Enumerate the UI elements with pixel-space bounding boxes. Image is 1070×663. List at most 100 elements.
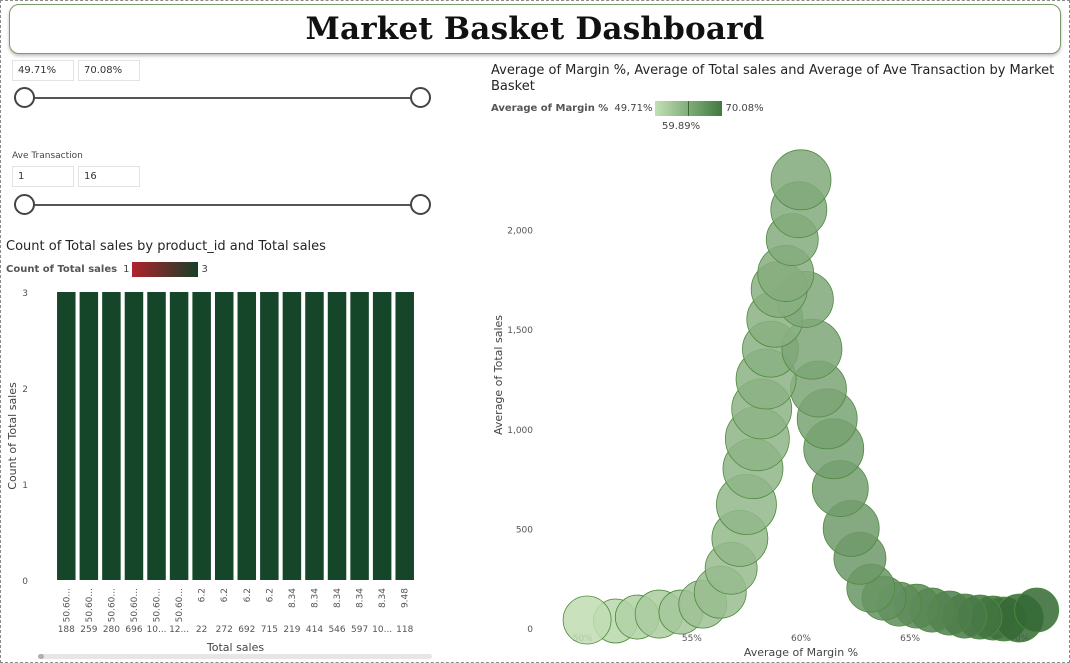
bar-chart-scrollbar[interactable] (38, 654, 432, 659)
bar-y-tick-label: 0 (22, 577, 28, 587)
scatter-y-tick-label: 0 (527, 625, 533, 635)
margin-min-input[interactable]: 49.71% (12, 60, 74, 81)
scatter-y-axis-title: Average of Total sales (492, 315, 505, 435)
bar-y-tick-label: 1 (22, 481, 28, 491)
bar-x-total-label: 10... (372, 625, 392, 635)
bar-x-total-label: 546 (328, 625, 345, 635)
margin-max-input[interactable]: 70.08% (78, 60, 140, 81)
bar-legend-max: 3 (201, 264, 208, 275)
bar-x-total-label: 22 (196, 625, 207, 635)
bar-x-product-label: 8.34 (310, 588, 320, 608)
scatter-chart: 05001,0001,5002,00050%55%60%65%70%Averag… (492, 149, 1060, 659)
ave-transaction-max-input[interactable]: 16 (78, 166, 140, 187)
scatter-x-tick-label: 55% (682, 634, 702, 644)
bar (214, 292, 234, 580)
bar (350, 292, 369, 580)
bar-x-product-label: 50.60... (175, 588, 185, 622)
scatter-bubble (562, 595, 612, 645)
scatter-chart-title: Average of Margin %, Average of Total sa… (491, 63, 1054, 95)
bar-x-product-label: 8.34 (356, 588, 366, 608)
scatter-legend-mid: 59.89% (662, 121, 701, 132)
bar-x-product-label: 50.60... (153, 588, 163, 622)
margin-slider-low-handle[interactable] (14, 87, 35, 108)
bar-y-tick-label: 2 (22, 385, 28, 395)
ave-transaction-slider-low-handle[interactable] (14, 194, 35, 215)
margin-slider-high-handle[interactable] (410, 87, 431, 108)
bar (372, 292, 392, 580)
scatter-legend-min: 49.71% (614, 103, 653, 114)
scatter-chart-legend: Average of Margin % 49.71% 70.08% (491, 101, 764, 116)
scatter-legend-gradient (655, 101, 723, 116)
bar-y-tick-label: 3 (22, 289, 28, 299)
bar-x-product-label: 50.60... (85, 588, 95, 622)
bar-x-product-label: 6.2 (265, 588, 275, 602)
bar-chart-title: Count of Total sales by product_id and T… (6, 239, 326, 254)
ave-transaction-min-input[interactable]: 1 (12, 166, 74, 187)
margin-slider-track[interactable] (24, 97, 422, 99)
scatter-chart-title-line2: Basket (491, 79, 535, 94)
bar-chart: 0 1 2 3 50.60... 188 50.60... 259 50.60... 280 50.… (6, 289, 414, 654)
ave-transaction-label: Ave Transaction (12, 151, 83, 161)
bar-x-product-label: 50.60... (130, 588, 140, 622)
bar (124, 292, 144, 580)
bar-x-total-label: 414 (306, 625, 323, 635)
bar-chart-legend: Count of Total sales 1 3 (6, 262, 208, 277)
bar-legend-gradient (132, 262, 199, 277)
bar-x-product-label: 50.60... (62, 588, 72, 622)
scatter-y-tick-label: 1,500 (507, 326, 533, 336)
bar-x-product-label: 8.34 (333, 588, 343, 608)
ave-transaction-slider-track[interactable] (24, 204, 422, 206)
bar-x-total-label: 259 (80, 625, 97, 635)
bar-y-axis-title: Count of Total sales (6, 382, 19, 490)
bar-x-product-label: 6.2 (220, 588, 230, 602)
bar-x-product-label: 8.34 (378, 588, 388, 608)
bar (147, 292, 166, 580)
scatter-x-tick-label: 60% (791, 634, 811, 644)
scatter-y-tick-label: 2,000 (507, 227, 533, 237)
bar-x-product-label: 50.60... (107, 588, 117, 622)
bar (260, 292, 279, 580)
scatter-y-tick-label: 1,000 (507, 426, 533, 436)
dashboard-title: Market Basket Dashboard (305, 11, 765, 47)
scatter-y-tick-label: 500 (516, 525, 533, 535)
bar-x-product-label: 6.2 (243, 588, 253, 602)
scatter-x-axis-title: Average of Margin % (744, 646, 858, 659)
bar (102, 292, 121, 580)
bar-x-total-label: 692 (238, 625, 255, 635)
scatter-legend-max: 70.08% (725, 103, 764, 114)
bar-x-total-label: 280 (103, 625, 120, 635)
bar (169, 292, 189, 580)
scatter-bubble (1014, 587, 1060, 633)
bar-legend-min: 1 (123, 264, 130, 275)
dashboard-title-card: Market Basket Dashboard (9, 4, 1061, 54)
bar (57, 292, 76, 580)
bar (79, 292, 99, 580)
bar-x-total-label: 12... (169, 625, 189, 635)
scatter-legend-title: Average of Margin % (491, 103, 609, 114)
scatter-legend-mid-marker (688, 101, 690, 116)
bar-x-total-label: 219 (283, 625, 300, 635)
bar-x-total-label: 10... (147, 625, 167, 635)
ave-transaction-slider-high-handle[interactable] (410, 194, 431, 215)
bar (395, 292, 414, 580)
bar (192, 292, 211, 580)
bar-x-total-label: 188 (58, 625, 75, 635)
scatter-x-tick-label: 65% (900, 634, 920, 644)
bar (305, 292, 324, 580)
scatter-bubble (770, 149, 832, 211)
scatter-chart-title-line1: Average of Margin %, Average of Total sa… (491, 63, 1055, 78)
bar (237, 292, 257, 580)
bar-x-total-label: 272 (216, 625, 233, 635)
bar-legend-title: Count of Total sales (6, 264, 118, 275)
bar-chart-scroll-thumb[interactable] (38, 654, 44, 659)
bar-x-product-label: 9.48 (401, 588, 411, 608)
bar-x-product-label: 6.2 (198, 588, 208, 602)
bar (327, 292, 347, 580)
bar-x-axis-title: Total sales (206, 641, 264, 654)
bar (282, 292, 302, 580)
bar-x-product-label: 8.34 (288, 588, 298, 608)
bar-x-total-label: 715 (261, 625, 278, 635)
bar-x-total-label: 696 (125, 625, 142, 635)
bar-x-total-label: 597 (351, 625, 368, 635)
bar-x-total-label: 118 (396, 625, 413, 635)
